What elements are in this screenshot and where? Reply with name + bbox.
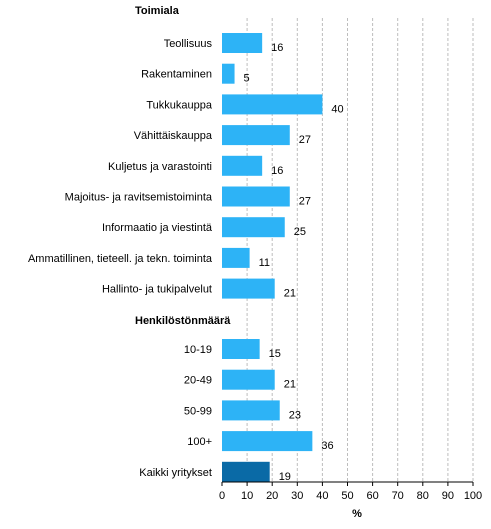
category-label: Rakentaminen [141,69,212,81]
data-label: 36 [321,440,333,452]
data-label: 23 [289,409,301,421]
bar [222,247,250,268]
bar [222,217,285,238]
data-label: 19 [279,471,291,483]
category-label: 100+ [187,436,212,448]
bar [222,94,323,115]
x-tick-label: 100 [464,490,482,502]
labels: Toimiala Teollisuus 16 Rakentaminen 5 Tukkuka… [28,5,344,483]
category-label: Majoitus- ja ravitsemistoiminta [65,192,213,204]
bar [222,33,263,53]
category-label: 50-99 [184,405,212,417]
bar [222,369,275,390]
bar [222,278,275,299]
bar [222,461,270,482]
category-label: Informaatio ja viestintä [102,222,213,234]
category-label: 10-19 [184,344,212,356]
category-label: Kuljetus ja varastointi [108,161,212,173]
category-label: Hallinto- ja tukipalvelut [102,284,212,296]
bar [222,431,313,452]
category-label: Teollisuus [164,38,213,50]
data-label: 21 [284,379,296,391]
bar [222,155,263,176]
gridlines [246,18,474,482]
x-axis: 0 10 20 30 40 50 60 70 80 90 100% [219,481,482,520]
data-label: 15 [269,348,281,360]
data-label: 27 [299,134,311,146]
category-label: Tukkukauppa [146,99,213,111]
bars [222,33,323,482]
data-label: 5 [244,73,250,85]
x-tick-label: 40 [316,490,328,502]
x-tick-label: 20 [266,490,278,502]
data-label: 11 [259,257,270,269]
x-axis-label: % [352,508,362,520]
category-label: Ammatillinen, tieteell. ja tekn. toimint… [28,253,213,265]
x-tick-label: 90 [442,490,454,502]
bar [222,63,235,84]
x-tick-label: 10 [241,490,253,502]
data-label: 40 [331,103,343,115]
x-tick-label: 70 [392,490,404,502]
category-label: Vähittäiskauppa [134,130,213,142]
category-label: 20-49 [184,375,212,387]
data-label: 16 [271,42,283,54]
data-label: 25 [294,226,306,238]
data-label: 21 [284,288,296,300]
data-label: 16 [271,165,283,177]
bar [222,186,290,207]
data-label: 27 [299,196,311,208]
x-tick-label: 50 [341,490,353,502]
x-tick-label: 30 [291,490,303,502]
x-tick-label: 80 [417,490,429,502]
bar [222,125,290,146]
x-tick-label: 0 [219,490,225,502]
category-label: Kaikki yritykset [139,467,212,479]
x-tick-label: 60 [366,490,378,502]
bar [222,400,280,421]
group-title: Toimiala [135,5,180,17]
bar [222,339,260,359]
group-title: Henkilöstönmäärä [135,315,231,327]
